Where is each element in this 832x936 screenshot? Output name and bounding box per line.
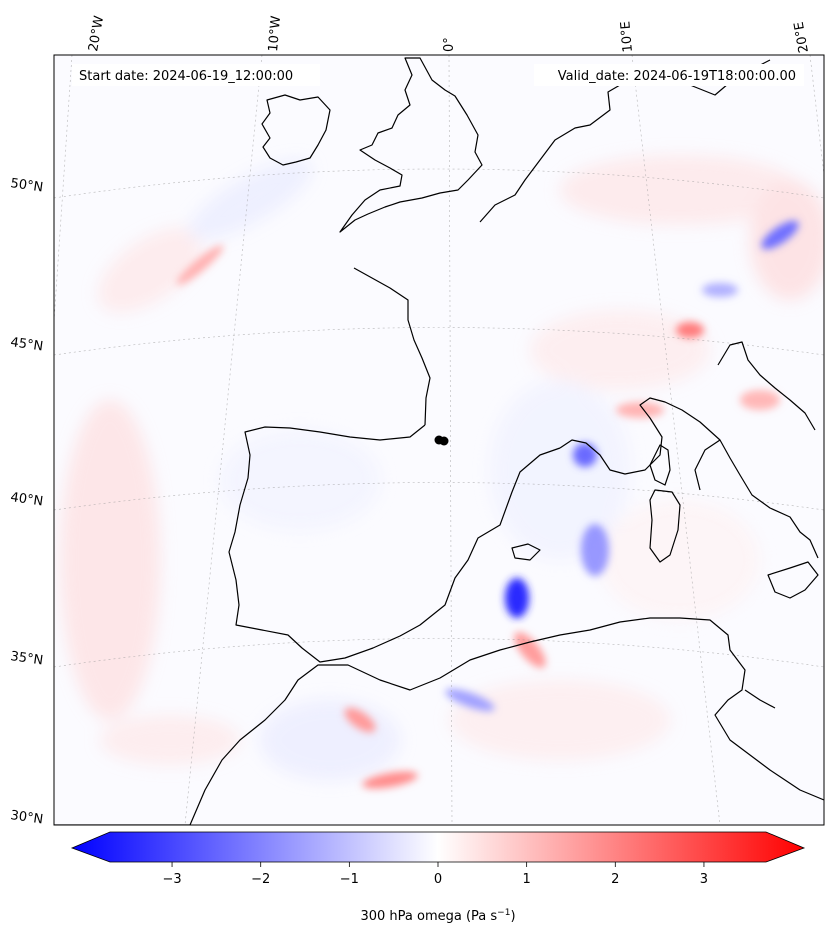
colorbar-label-close: ) xyxy=(510,909,515,924)
omega-strong-features xyxy=(176,220,799,789)
colorbar-body xyxy=(70,831,806,863)
graticule-lon-0 xyxy=(448,55,453,825)
coast-sicily xyxy=(767,561,819,599)
lat-label-30: 30°N xyxy=(9,808,44,827)
colorbar-tick-label: 1 xyxy=(523,872,531,887)
lat-label-35: 35°N xyxy=(9,649,44,668)
graticule-lon-10w xyxy=(184,55,263,825)
colorbar-tick-label: −1 xyxy=(340,872,359,887)
coast-gulf-of-lion-italy xyxy=(559,397,819,559)
graticule-lon-10e xyxy=(631,55,721,825)
omega-field xyxy=(60,155,824,789)
colorbar-tick-label: 3 xyxy=(700,872,708,887)
coast-ireland xyxy=(261,94,331,166)
longitude-labels: 20°W 10°W 0° 10°E 20°E xyxy=(86,15,812,54)
start-date-label: Start date: 2024-06-19_12:00:00 xyxy=(79,69,293,84)
valid-date-box xyxy=(534,64,804,86)
graticule-lat-45 xyxy=(54,327,824,356)
coast-france-lowcountries xyxy=(353,267,431,426)
colorbar-ticks: −3 −2 −1 0 1 2 3 xyxy=(162,862,708,887)
lon-label-10e: 10°E xyxy=(618,21,636,53)
coast-north-africa xyxy=(54,617,824,825)
colorbar-label-superscript: −1 xyxy=(497,908,510,918)
latitude-labels: 50°N 45°N 40°N 35°N 30°N xyxy=(9,176,44,827)
lon-label-10w: 10°W xyxy=(266,15,284,52)
coast-adriatic xyxy=(717,341,816,431)
colorbar-tick-label: 0 xyxy=(434,872,442,887)
start-date-box xyxy=(72,64,320,86)
valid-date-label: Valid_date: 2024-06-19T18:00:00.00 xyxy=(558,69,796,84)
coast-italy-west xyxy=(694,439,721,491)
coast-libya-bay xyxy=(744,689,776,709)
colorbar-tick-label: −2 xyxy=(251,872,270,887)
colorbar-tick-label: −3 xyxy=(162,872,181,887)
omega-faint-patches xyxy=(60,155,824,780)
coast-sardinia xyxy=(649,489,681,563)
lon-label-0: 0° xyxy=(442,37,457,52)
lat-label-40: 40°N xyxy=(9,490,44,509)
colorbar-label-text: 300 hPa omega (Pa s xyxy=(360,909,497,924)
lat-label-50: 50°N xyxy=(9,176,44,195)
colorbar-label: 300 hPa omega (Pa s−1) xyxy=(360,908,515,924)
graticule xyxy=(54,55,824,825)
coast-corsica xyxy=(649,444,671,486)
lon-label-20e: 20°E xyxy=(792,21,812,54)
graticule-lat-50 xyxy=(54,168,824,199)
coast-balearics xyxy=(511,543,541,561)
lat-label-45: 45°N xyxy=(9,335,44,354)
coast-great-britain xyxy=(339,57,483,233)
coast-iberia xyxy=(228,424,561,663)
location-marker xyxy=(434,435,449,446)
coastlines xyxy=(54,57,824,825)
map-panel: Start date: 2024-06-19_12:00:00 Valid_da… xyxy=(53,54,825,826)
map-frame xyxy=(53,54,825,826)
graticule-lat-40 xyxy=(54,482,824,511)
lon-label-20w: 20°W xyxy=(86,15,107,53)
coast-northsea xyxy=(479,59,771,223)
graticule-lat-35 xyxy=(54,638,824,668)
colorbar-tick-label: 2 xyxy=(611,872,619,887)
colorbar: −3 −2 −1 0 1 2 3 300 hPa omega (Pa s−1) xyxy=(70,831,806,924)
